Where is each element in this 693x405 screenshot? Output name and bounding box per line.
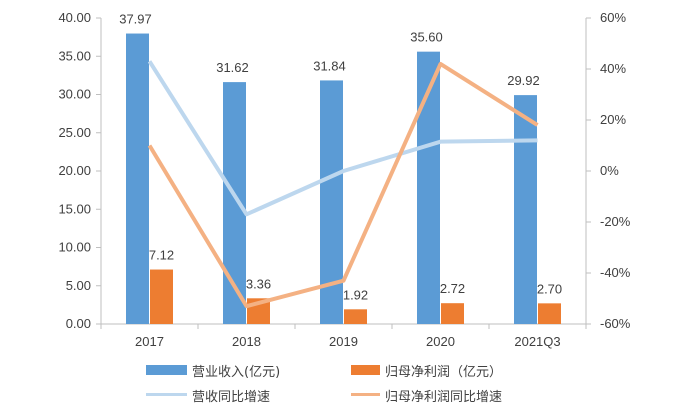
left-axis-ticks: 0.00 5.00 10.00 15.00 20.00 25.00 30.00 35.00 40…	[58, 10, 101, 331]
x-tick-label: 2021Q3	[514, 334, 560, 349]
x-tick-label: 2018	[232, 334, 261, 349]
net-profit-data-label: 2.70	[537, 281, 562, 296]
category-labels: 2017 2018 2019 2020 2021Q3	[100, 324, 587, 349]
revenue-bar	[126, 33, 149, 324]
legend-swatch-revenue	[146, 365, 187, 375]
revenue-data-label: 37.97	[119, 12, 152, 27]
right-tick-label: 40%	[600, 61, 626, 76]
legend-label-net-profit: 归母净利润（亿元）	[385, 365, 503, 380]
right-axis-ticks: -60% -40% -20% 0% 20% 40% 60%	[586, 10, 631, 331]
bars	[126, 33, 561, 325]
net-profit-bar	[441, 303, 464, 324]
right-tick-label: -40%	[600, 265, 631, 280]
net-profit-data-label: 1.92	[343, 287, 368, 302]
net-profit-bar	[538, 303, 561, 324]
revenue-bar	[417, 51, 440, 324]
left-tick-label: 20.00	[58, 163, 91, 178]
legend-swatch-profit-growth	[351, 393, 380, 396]
legend-swatch-net-profit	[351, 365, 380, 375]
x-tick-label: 2019	[329, 334, 358, 349]
net-profit-data-label: 3.36	[246, 276, 271, 291]
legend-label-profit-growth: 归母净利润同比增速	[385, 390, 503, 405]
right-tick-label: 0%	[600, 163, 619, 178]
left-tick-label: 30.00	[58, 87, 91, 102]
profit-growth-line	[147, 61, 539, 309]
legend-label-revenue: 营业收入(亿元)	[192, 365, 281, 380]
revenue-bar	[320, 80, 343, 324]
left-tick-label: 35.00	[58, 48, 91, 63]
right-tick-label: -60%	[600, 316, 631, 331]
revenue-data-label: 29.92	[507, 73, 540, 88]
revenue-data-label: 31.62	[216, 60, 249, 75]
left-tick-label: 5.00	[66, 278, 91, 293]
x-tick-label: 2020	[426, 334, 455, 349]
left-tick-label: 10.00	[58, 240, 91, 255]
revenue-bar	[223, 82, 246, 325]
net-profit-data-label: 7.12	[149, 248, 174, 263]
right-tick-label: 20%	[600, 112, 626, 127]
revenue-data-label: 35.60	[410, 30, 443, 45]
revenue-data-label: 31.84	[313, 58, 346, 73]
right-tick-label: 60%	[600, 10, 626, 25]
x-tick-label: 2017	[135, 334, 164, 349]
data-labels: 37.97 31.62 31.84 35.60 29.92 7.12 3.36 1.92 2.7…	[119, 12, 562, 303]
right-tick-label: -20%	[600, 214, 631, 229]
left-tick-label: 25.00	[58, 125, 91, 140]
net-profit-bar	[344, 309, 367, 324]
left-tick-label: 0.00	[66, 316, 91, 331]
left-tick-label: 40.00	[58, 10, 91, 25]
lines	[147, 60, 539, 309]
legend-label-revenue-growth: 营收同比增速	[192, 390, 271, 405]
legend-swatch-revenue-growth	[146, 393, 187, 396]
net-profit-bar	[150, 269, 173, 324]
revenue-bar	[514, 95, 537, 324]
net-profit-data-label: 2.72	[440, 281, 465, 296]
left-tick-label: 15.00	[58, 201, 91, 216]
revenue-growth-line	[147, 60, 538, 217]
